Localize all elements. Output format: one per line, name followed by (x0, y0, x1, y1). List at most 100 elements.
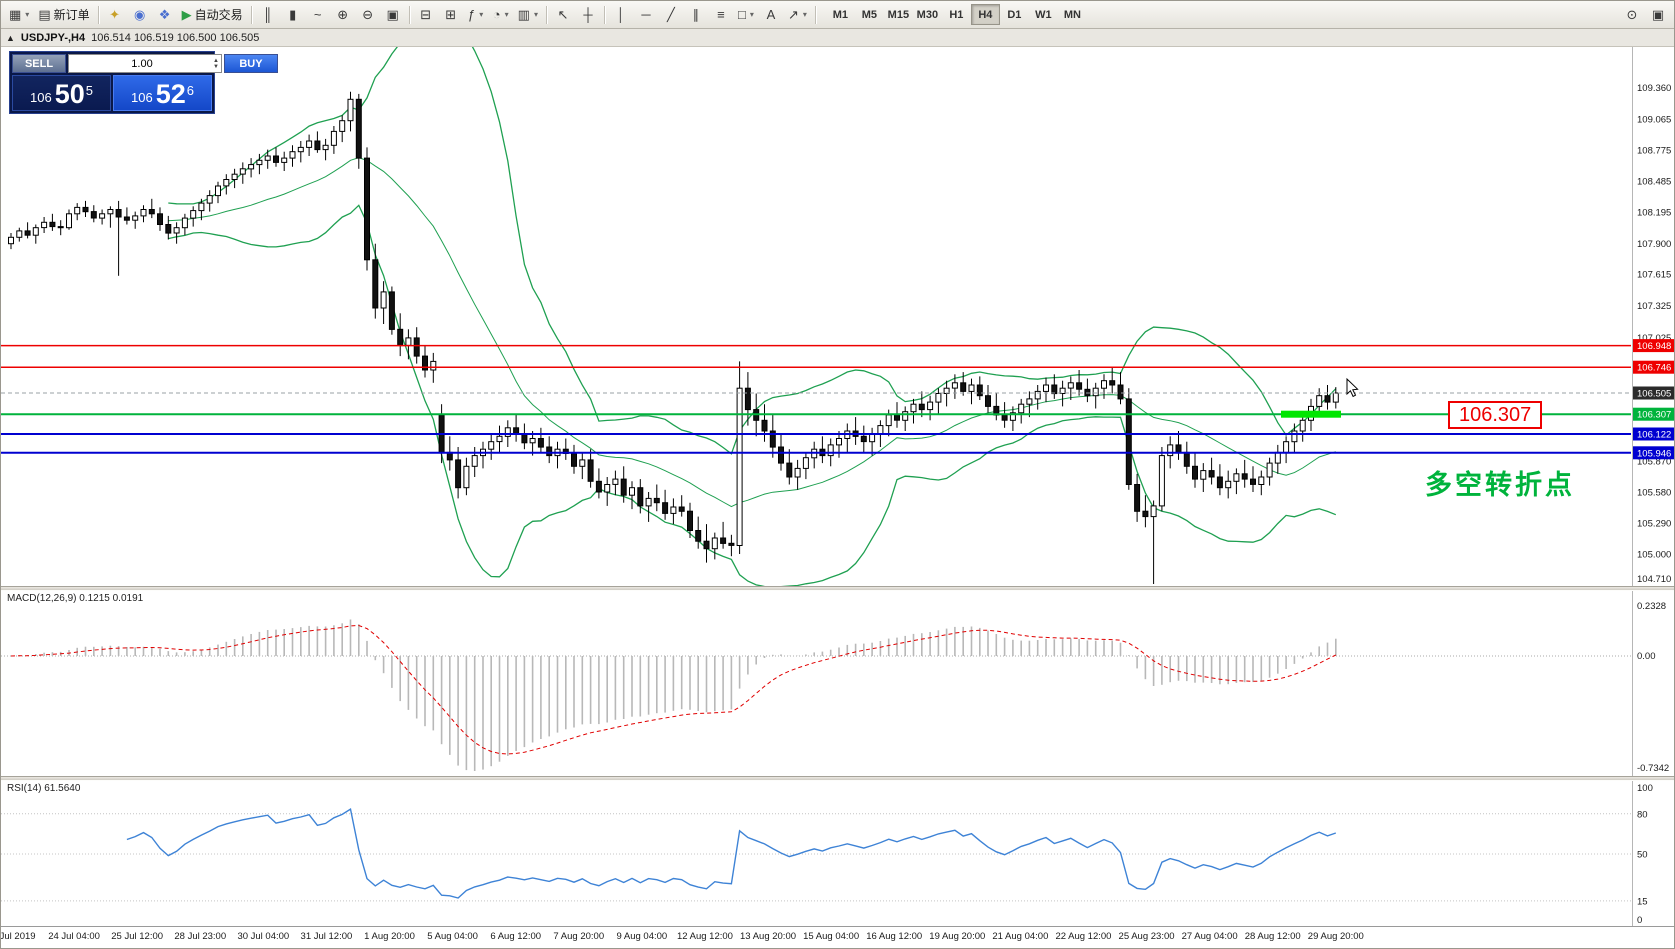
time-axis[interactable]: 22 Jul 2019 24 Jul 04:00 25 Jul 12:00 28 Ju… (1, 926, 1674, 948)
indicators-button[interactable]: ƒ ▾ (464, 3, 488, 26)
timeframe-d1-button[interactable]: D1 (1000, 4, 1029, 25)
dropdown-arrow-icon: ▾ (25, 10, 30, 19)
stepper-up-icon[interactable]: ▲ (213, 57, 219, 64)
time-axis-label: 13 Aug 20:00 (740, 931, 797, 942)
svg-text:15: 15 (1637, 896, 1648, 907)
time-axis-label: 7 Aug 20:00 (553, 931, 605, 942)
panel-divider[interactable] (1, 586, 1674, 591)
timeframe-h1-button[interactable]: H1 (942, 4, 971, 25)
search-button[interactable]: ⊙ (1620, 3, 1644, 26)
help-button[interactable]: ▣ (1646, 3, 1670, 26)
tile-windows-button[interactable]: ⊟ (414, 3, 438, 26)
macd-axis[interactable]: 0.2328 0.00 -0.7342 (1637, 601, 1669, 774)
toolbar-right-group: ⊙ ▣ (1620, 3, 1670, 26)
buy-price-box[interactable]: 106 52 6 (113, 75, 212, 111)
chart-background (1, 47, 1674, 948)
periods-button[interactable]: ◔ ▾ (489, 3, 513, 26)
zoom-out-icon: ⊖ (362, 7, 374, 22)
rsi-line (126, 807, 1337, 899)
cursor-button[interactable]: ↖ (551, 3, 575, 26)
chart-annotation-text[interactable]: 多空转折点 (1425, 470, 1575, 500)
metaeditor-icon: ✦ (109, 7, 121, 22)
timeframe-m30-button[interactable]: M30 (913, 4, 942, 25)
new-order-icon: ▤ (38, 7, 51, 22)
metaeditor-button[interactable]: ✦ (103, 3, 127, 26)
svg-text:107.025: 107.025 (1637, 333, 1671, 344)
macd-histogram (18, 619, 1337, 771)
equidistant-channel-button[interactable]: ∥ (684, 3, 708, 26)
svg-text:109.065: 109.065 (1637, 115, 1671, 126)
indicators-icon: ƒ (468, 7, 476, 22)
timeframe-m5-button[interactable]: M5 (855, 4, 884, 25)
price-callout-box[interactable]: 106.307 (1448, 401, 1543, 429)
shapes-button[interactable]: □ ▾ (734, 3, 758, 26)
new-chart-button[interactable]: ▦ ▾ (5, 3, 33, 26)
toolbar: ▦ ▾ ▤ 新订单 ✦ ◉ ❖ ▶ 自动交易 ║ ▮ ~ ⊕ ⊖ ▣ ⊟ ⊞ ƒ ▾ ◔ ▾ ▥ ▾ ↖ ┼ │ ─ ╱ ∥ ≡ □ ▾ A ↗ ▾… (1, 1, 1674, 29)
line-chart-button[interactable]: ~ (306, 3, 330, 26)
time-axis-label: 30 Jul 04:00 (237, 931, 290, 942)
vertical-line-button[interactable]: │ (609, 3, 633, 26)
svg-text:106.948: 106.948 (1637, 341, 1671, 352)
highlight-segment[interactable] (1281, 410, 1341, 418)
auto-scroll-button[interactable]: ▣ (381, 3, 405, 26)
sell-price-box[interactable]: 106 50 5 (12, 75, 111, 111)
timeframe-m15-button[interactable]: M15 (884, 4, 913, 25)
zoom-in-button[interactable]: ⊕ (331, 3, 355, 26)
bar-chart-icon: ║ (263, 7, 273, 22)
dropdown-arrow-icon: ▾ (749, 10, 754, 19)
trendline-button[interactable]: ╱ (659, 3, 683, 26)
bollinger-middle-band (168, 157, 1336, 508)
cascade-windows-button[interactable]: ⊞ (439, 3, 463, 26)
mouse-cursor-icon (1346, 377, 1359, 398)
equidistant-channel-icon: ∥ (692, 7, 700, 22)
volume-field[interactable]: ▲▼ (68, 54, 222, 73)
time-axis-label: 5 Aug 04:00 (427, 931, 478, 942)
time-axis-label: 29 Aug 20:00 (1307, 931, 1364, 942)
market-button[interactable]: ◉ (128, 3, 152, 26)
templates-button[interactable]: ▥ ▾ (514, 3, 542, 26)
svg-text:106.122: 106.122 (1637, 430, 1671, 441)
price-chart[interactable]: 109.360 109.065 108.775 108.485 108.195 107.9… (1, 47, 1675, 949)
text-label-button[interactable]: A (759, 3, 783, 26)
fibonacci-icon: ≡ (717, 7, 725, 22)
new-order-button[interactable]: ▤ 新订单 (34, 3, 93, 26)
new-chart-icon: ▦ (9, 7, 22, 22)
toolbar-separator (408, 5, 410, 24)
rsi-axis[interactable]: 100 80 50 15 0 (1637, 783, 1653, 926)
timeframe-mn-button[interactable]: MN (1058, 4, 1087, 25)
periods-icon: ◔ (492, 7, 501, 22)
auto-scroll-icon: ▣ (386, 7, 399, 22)
volume-stepper[interactable]: ▲ ▼ (213, 58, 219, 70)
timeframe-w1-button[interactable]: W1 (1029, 4, 1058, 25)
stepper-down-icon[interactable]: ▼ (213, 63, 219, 70)
collapse-panel-icon[interactable]: ▲ (6, 32, 15, 43)
macd-signal-line (10, 624, 1337, 755)
community-button[interactable]: ❖ (153, 3, 177, 26)
arrows-button[interactable]: ↗ ▾ (784, 3, 811, 26)
svg-text:0: 0 (1637, 915, 1642, 926)
autotrading-button[interactable]: ▶ 自动交易 (178, 3, 247, 26)
bar-chart-button[interactable]: ║ (256, 3, 280, 26)
buy-button[interactable]: BUY (223, 54, 278, 73)
crosshair-button[interactable]: ┼ (576, 3, 600, 26)
zoom-out-button[interactable]: ⊖ (356, 3, 380, 26)
toolbar-separator (97, 5, 99, 24)
volume-input[interactable] (71, 57, 213, 70)
timeframe-h4-button[interactable]: H4 (970, 4, 1000, 25)
time-axis-label: 9 Aug 04:00 (616, 931, 668, 942)
svg-text:-0.7342: -0.7342 (1637, 763, 1669, 774)
svg-text:105.580: 105.580 (1637, 488, 1671, 499)
price-axis[interactable]: 109.360 109.065 108.775 108.485 108.195 107.9… (1637, 83, 1671, 585)
panel-divider[interactable] (1, 776, 1674, 781)
sell-button[interactable]: SELL (12, 54, 66, 73)
time-axis-label: 15 Aug 04:00 (803, 931, 860, 942)
fibonacci-button[interactable]: ≡ (709, 3, 733, 26)
price-tags: 106.948 106.746 106.505 106.307 106.122 105.9… (1633, 339, 1674, 460)
svg-text:107.615: 107.615 (1637, 270, 1671, 281)
line-chart-icon: ~ (313, 7, 322, 22)
candlestick-chart-button[interactable]: ▮ (281, 3, 305, 26)
horizontal-line-button[interactable]: ─ (634, 3, 658, 26)
timeframe-m1-button[interactable]: M1 (826, 4, 855, 25)
shapes-icon: □ (738, 7, 746, 22)
